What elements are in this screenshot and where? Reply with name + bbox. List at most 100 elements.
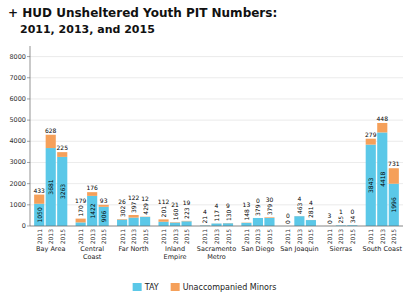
data-label: 201: [160, 206, 167, 218]
data-label: 170: [77, 205, 84, 217]
data-label: 148: [243, 209, 250, 221]
bar-segment: [253, 218, 263, 226]
y-tick: [27, 56, 30, 57]
grid-line: [30, 162, 403, 163]
data-label: 379: [254, 204, 261, 216]
group-label-line: Metro: [207, 253, 226, 261]
x-tick-label: 2011: [367, 229, 374, 244]
group-label-line: Central: [80, 245, 104, 253]
y-tick: [27, 77, 30, 78]
bar-segment: [99, 205, 109, 207]
data-label: 34: [349, 215, 356, 223]
bar-segment: [306, 219, 316, 220]
data-label: 112: [158, 198, 170, 205]
grid-line: [30, 56, 403, 57]
group-label-line: South Coast: [363, 245, 403, 253]
data-label: 4: [215, 202, 219, 209]
data-label: 3: [327, 212, 331, 219]
x-tick-label: 2015: [142, 229, 149, 244]
data-label: 731: [388, 160, 400, 167]
data-label: 225: [57, 144, 69, 151]
data-label: 0: [286, 212, 290, 219]
bar-segment: [264, 218, 274, 226]
group-label-line: Far North: [119, 245, 149, 253]
x-tick-label: 2011: [201, 229, 208, 244]
data-label: 433: [33, 187, 45, 194]
data-label: 176: [86, 184, 98, 191]
legend: TAY Unaccompanied Minors: [133, 283, 277, 292]
y-tick: [27, 120, 30, 121]
y-tick: [27, 226, 30, 227]
x-tick-label: 2015: [349, 229, 356, 244]
bar-segment: [211, 224, 221, 226]
bar-segment: [117, 219, 127, 221]
y-tick: [27, 141, 30, 142]
x-tick-label: 2015: [225, 229, 232, 244]
data-label: 463: [296, 202, 303, 214]
data-label: 279: [365, 131, 377, 138]
y-tick-label: 6000: [9, 95, 26, 103]
bars: [34, 123, 399, 226]
bar-segment: [182, 221, 192, 226]
data-label: 4418: [379, 171, 386, 186]
grid-line: [30, 98, 403, 99]
bar-segment: [294, 216, 304, 217]
bar-segment: [366, 145, 376, 226]
data-label: 9: [226, 202, 230, 209]
title: + HUD Unsheltered Youth PIT Numbers:: [8, 6, 277, 20]
x-tick-label: 2011: [160, 229, 167, 244]
data-label: 21: [171, 201, 179, 208]
grid-line: [30, 141, 403, 142]
x-tick-label: 2013: [89, 229, 96, 244]
data-label: 379: [266, 204, 273, 216]
data-label: 93: [100, 197, 108, 204]
bar-segment: [46, 135, 56, 148]
data-label: 906: [100, 210, 107, 222]
group-label: CentralCoast: [80, 245, 104, 261]
y-tick-label: 5000: [9, 116, 26, 124]
x-tick-label: 2013: [337, 229, 344, 244]
bar-segment: [253, 217, 263, 218]
data-label: 25: [337, 216, 344, 224]
data-label: 13: [243, 201, 251, 208]
grid: [30, 57, 403, 226]
data-label: 1996: [390, 197, 397, 212]
group-label: Bay Area: [36, 245, 65, 253]
bar-segment: [158, 219, 168, 221]
data-labels: 1050433368162832632251701791422176906933…: [33, 115, 399, 224]
data-label: 281: [307, 206, 314, 218]
data-label: 160: [172, 209, 179, 221]
data-label: 0: [350, 208, 354, 215]
data-label: 19: [183, 199, 191, 206]
data-label: 12: [141, 195, 149, 202]
x-tick-label: 2011: [243, 229, 250, 244]
y-tick: [27, 162, 30, 163]
bar-segment: [34, 204, 44, 226]
legend-label: Unaccompanied Minors: [183, 283, 277, 292]
group-label-line: Bay Area: [36, 245, 65, 253]
bar-segment: [57, 152, 67, 157]
data-label: 0: [256, 197, 260, 204]
group-label: SacramentoMetro: [197, 245, 236, 261]
y-tick-label: 0: [22, 222, 26, 230]
bar-segment: [389, 168, 399, 183]
group-label: Far North: [119, 245, 149, 253]
group-label-line: San Joaquin: [280, 245, 318, 253]
legend-label: TAY: [144, 283, 159, 292]
group-label: San Diego: [241, 245, 274, 253]
x-tick-label: 2013: [172, 229, 179, 244]
x-tick-label: 2015: [183, 229, 190, 244]
bar-segment: [366, 139, 376, 145]
data-label: 4: [297, 195, 301, 202]
x-tick-label: 2013: [254, 229, 261, 244]
bar-segment: [377, 123, 387, 132]
x-tick-label: 2015: [307, 229, 314, 244]
group-label-line: Sierras: [330, 245, 353, 253]
x-tick-label: 2013: [130, 229, 137, 244]
x-tick-label: 2011: [36, 229, 43, 244]
data-label: 179: [75, 197, 87, 204]
bar-segment: [211, 223, 221, 224]
data-label: 130: [225, 209, 232, 221]
y-tick-label: 4000: [9, 137, 26, 145]
y-tick: [27, 98, 30, 99]
